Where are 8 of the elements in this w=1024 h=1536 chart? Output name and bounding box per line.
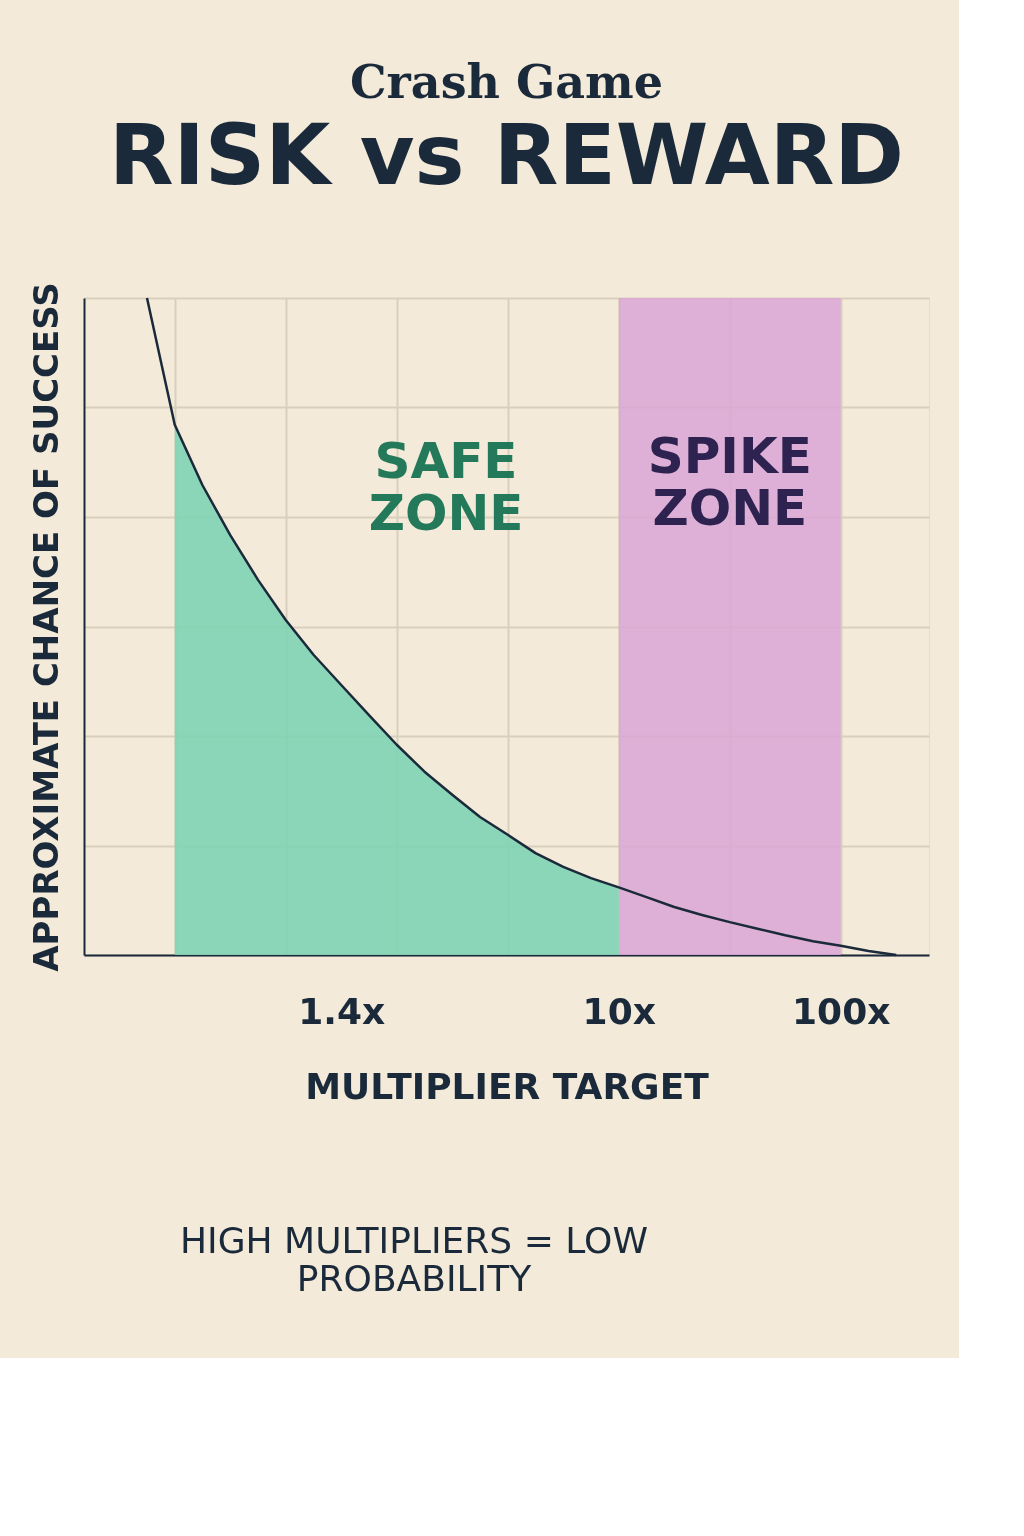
x-axis-title: MULTIPLIER TARGET [305, 1065, 710, 1107]
x-tick-label: 10x [582, 990, 656, 1032]
band-label: SPIKE ZONE [647, 427, 812, 537]
text: HIGH MULTIPLIERS = LOW PROBABILITY [180, 1220, 648, 1299]
y-axis-title: APPROXIMATE CHANCE OF SUCCESS [25, 282, 66, 972]
x-tick-label: 1.4x [298, 990, 386, 1032]
annotation: SAFE ZONE [368, 432, 524, 542]
x-tick-label: 100x [792, 990, 891, 1032]
